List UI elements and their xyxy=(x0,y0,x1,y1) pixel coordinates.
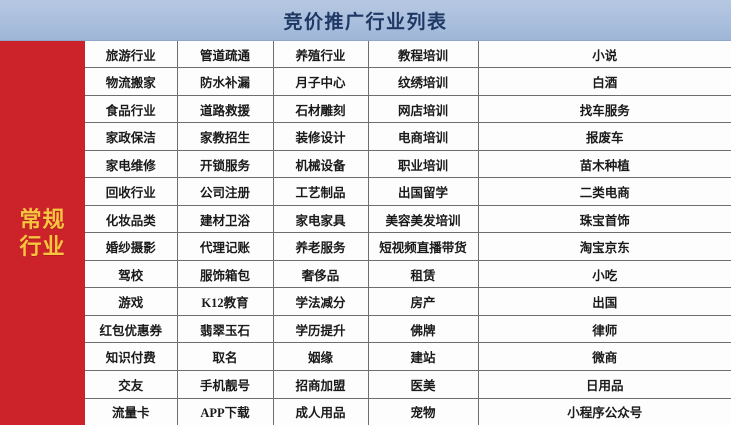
industry-cell[interactable]: 小说 xyxy=(478,41,731,69)
industry-cell[interactable]: 取名 xyxy=(177,342,274,371)
industry-cell[interactable]: 养老服务 xyxy=(273,232,369,261)
industry-cell[interactable]: 出国留学 xyxy=(368,177,479,206)
industry-cell[interactable]: 短视频直播带货 xyxy=(368,232,479,261)
industry-cell[interactable]: 佛牌 xyxy=(368,315,479,344)
industry-cell[interactable]: 建材卫浴 xyxy=(177,205,274,234)
industry-cell[interactable]: 微商 xyxy=(478,342,731,371)
industry-cell[interactable]: 石材雕刻 xyxy=(273,95,369,124)
industry-cell[interactable]: 淘宝京东 xyxy=(478,232,731,261)
industry-cell[interactable]: 电商培训 xyxy=(368,122,479,151)
table-row: 知识付费 取名 姻缘 建站 微商 xyxy=(85,342,731,371)
industry-cell[interactable]: 防水补漏 xyxy=(177,67,274,96)
industry-cell[interactable]: 苗木种植 xyxy=(478,150,731,179)
table-row: 红包优惠券 翡翠玉石 学历提升 佛牌 律师 xyxy=(85,315,731,344)
industry-cell[interactable]: 房产 xyxy=(368,287,479,316)
industry-cell[interactable]: 学历提升 xyxy=(273,315,369,344)
industry-cell[interactable]: 公司注册 xyxy=(177,177,274,206)
table-row: 家政保洁 家教招生 装修设计 电商培训 报废车 xyxy=(85,122,731,151)
table-row: 食品行业 道路救援 石材雕刻 网店培训 找车服务 xyxy=(85,95,731,124)
table-row: 旅游行业 管道疏通 养殖行业 教程培训 小说 xyxy=(85,41,731,69)
category-label: 常规 行业 xyxy=(19,206,66,260)
industry-cell[interactable]: 医美 xyxy=(368,370,479,399)
industry-cell[interactable]: 开锁服务 xyxy=(177,150,274,179)
industry-cell[interactable]: 小程序公众号 xyxy=(478,398,731,425)
industry-table-body: 旅游行业 管道疏通 养殖行业 教程培训 小说 物流搬家 防水补漏 月子中心 纹绣培训 白酒 食品行业… xyxy=(85,41,731,425)
industry-cell[interactable]: 报废车 xyxy=(478,122,731,151)
industry-cell[interactable]: 美容美发培训 xyxy=(368,205,479,234)
industry-cell[interactable]: 回收行业 xyxy=(85,177,178,206)
industry-cell[interactable]: 家电维修 xyxy=(85,150,178,179)
industry-cell[interactable]: 驾校 xyxy=(85,260,178,289)
industry-cell[interactable]: 化妆品类 xyxy=(85,205,178,234)
table-row: 家电维修 开锁服务 机械设备 职业培训 苗木种植 xyxy=(85,150,731,179)
industry-cell[interactable]: 宠物 xyxy=(368,398,479,425)
industry-cell[interactable]: 月子中心 xyxy=(273,67,369,96)
industry-cell[interactable]: 道路救援 xyxy=(177,95,274,124)
industry-cell[interactable]: 交友 xyxy=(85,370,178,399)
industry-cell[interactable]: 姻缘 xyxy=(273,342,369,371)
industry-cell[interactable]: 家电家具 xyxy=(273,205,369,234)
table-row: 物流搬家 防水补漏 月子中心 纹绣培训 白酒 xyxy=(85,67,731,96)
table-body-area: 常规 行业 旅游行业 管道疏通 养殖行业 教程培训 小说 物流搬家 防水补漏 月子中心 纹绣培训… xyxy=(0,41,731,425)
industry-cell[interactable]: 小吃 xyxy=(478,260,731,289)
industry-cell[interactable]: 成人用品 xyxy=(273,398,369,425)
industry-cell[interactable]: 服饰箱包 xyxy=(177,260,274,289)
industry-cell[interactable]: 红包优惠券 xyxy=(85,315,178,344)
table-row: 游戏 K12教育 学法减分 房产 出国 xyxy=(85,287,731,316)
industry-cell[interactable]: 机械设备 xyxy=(273,150,369,179)
industry-cell[interactable]: APP下载 xyxy=(177,398,274,425)
industry-cell[interactable]: 白酒 xyxy=(478,67,731,96)
industry-cell[interactable]: 找车服务 xyxy=(478,95,731,124)
table-row: 化妆品类 建材卫浴 家电家具 美容美发培训 珠宝首饰 xyxy=(85,205,731,234)
page-title: 竞价推广行业列表 xyxy=(283,11,448,33)
industry-cell[interactable]: 学法减分 xyxy=(273,287,369,316)
industry-cell[interactable]: 网店培训 xyxy=(368,95,479,124)
industry-cell[interactable]: 工艺制品 xyxy=(273,177,369,206)
industry-cell[interactable]: 家政保洁 xyxy=(85,122,178,151)
industry-cell[interactable]: 招商加盟 xyxy=(273,370,369,399)
industry-cell[interactable]: 教程培训 xyxy=(368,41,479,69)
industry-cell[interactable]: 出国 xyxy=(478,287,731,316)
category-column: 常规 行业 xyxy=(0,41,85,425)
industry-cell[interactable]: 知识付费 xyxy=(85,342,178,371)
industry-cell[interactable]: 养殖行业 xyxy=(273,41,369,69)
industry-cell[interactable]: 食品行业 xyxy=(85,95,178,124)
industry-cell[interactable]: 日用品 xyxy=(478,370,731,399)
industry-cell[interactable]: 管道疏通 xyxy=(177,41,274,69)
industry-table: 旅游行业 管道疏通 养殖行业 教程培训 小说 物流搬家 防水补漏 月子中心 纹绣培训 白酒 食品行业… xyxy=(85,41,731,425)
industry-table-container: 旅游行业 管道疏通 养殖行业 教程培训 小说 物流搬家 防水补漏 月子中心 纹绣培训 白酒 食品行业… xyxy=(85,41,731,425)
table-row: 回收行业 公司注册 工艺制品 出国留学 二类电商 xyxy=(85,177,731,206)
industry-cell[interactable]: 租赁 xyxy=(368,260,479,289)
industry-cell[interactable]: 奢侈品 xyxy=(273,260,369,289)
industry-cell[interactable]: 代理记账 xyxy=(177,232,274,261)
industry-cell[interactable]: 翡翠玉石 xyxy=(177,315,274,344)
industry-cell[interactable]: 家教招生 xyxy=(177,122,274,151)
industry-cell[interactable]: 婚纱摄影 xyxy=(85,232,178,261)
industry-cell[interactable]: 旅游行业 xyxy=(85,41,178,69)
industry-cell[interactable]: 流量卡 xyxy=(85,398,178,425)
industry-cell[interactable]: 珠宝首饰 xyxy=(478,205,731,234)
industry-cell[interactable]: 二类电商 xyxy=(478,177,731,206)
industry-cell[interactable]: 手机靓号 xyxy=(177,370,274,399)
industry-cell[interactable]: 物流搬家 xyxy=(85,67,178,96)
title-bar: 竞价推广行业列表 xyxy=(0,0,731,41)
industry-cell[interactable]: 律师 xyxy=(478,315,731,344)
industry-cell[interactable]: 装修设计 xyxy=(273,122,369,151)
table-row: 交友 手机靓号 招商加盟 医美 日用品 xyxy=(85,370,731,399)
industry-cell[interactable]: 建站 xyxy=(368,342,479,371)
industry-cell[interactable]: 纹绣培训 xyxy=(368,67,479,96)
industry-cell[interactable]: 游戏 xyxy=(85,287,178,316)
industry-cell[interactable]: K12教育 xyxy=(177,287,274,316)
table-row: 流量卡 APP下载 成人用品 宠物 小程序公众号 xyxy=(85,398,731,425)
industry-cell[interactable]: 职业培训 xyxy=(368,150,479,179)
table-row: 驾校 服饰箱包 奢侈品 租赁 小吃 xyxy=(85,260,731,289)
table-row: 婚纱摄影 代理记账 养老服务 短视频直播带货 淘宝京东 xyxy=(85,232,731,261)
